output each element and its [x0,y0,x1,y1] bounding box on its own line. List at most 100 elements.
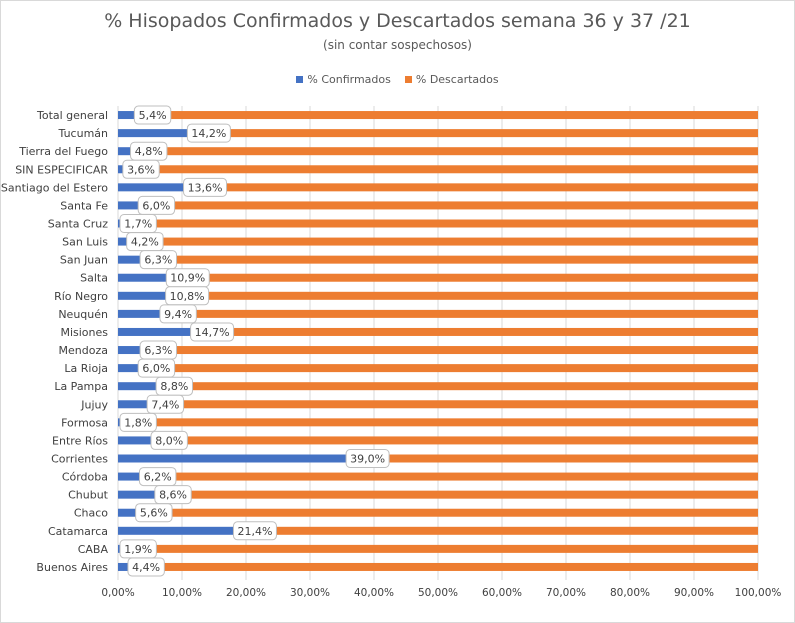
bar-descartados [187,273,758,282]
category-label: Buenos Aires [36,561,108,574]
bar-confirmados [118,201,157,210]
category-label: CABA [78,543,109,556]
category-label: La Pampa [54,380,108,393]
category-label: Córdoba [62,471,108,484]
bar-descartados [148,147,759,156]
bar-confirmados [118,309,179,318]
bar-descartados [367,454,758,463]
bar-descartados [156,201,758,210]
data-label: 3,6% [127,163,155,176]
data-label: 5,6% [140,507,168,520]
data-label: 10,9% [170,272,205,285]
bar-confirmados [118,327,213,336]
category-label: San Juan [60,254,108,267]
bar-descartados [212,327,758,336]
data-label-box [186,123,231,143]
data-label-box [232,521,277,541]
bar-descartados [157,472,758,481]
bar-descartados [144,237,758,246]
legend-label-descartados: % Descartados [415,73,499,86]
bar-descartados [158,346,758,355]
data-label: 8,6% [159,489,187,502]
bar-confirmados [118,436,170,445]
data-label-box [345,449,390,468]
data-label-box [133,105,172,125]
category-label: San Luis [62,236,108,249]
x-tick-label: 10,00% [162,587,202,599]
data-label-box [190,322,235,342]
x-tick-label: 40,00% [354,587,394,599]
bar-confirmados [118,382,175,391]
bar-descartados [130,544,758,553]
data-label: 1,8% [124,416,152,429]
x-tick-label: 80,00% [610,587,650,599]
bar-confirmados [118,129,209,138]
category-label: Santiago del Estero [1,181,108,194]
data-label-box [119,412,157,432]
bar-confirmados [118,472,158,481]
bar-descartados [174,382,758,391]
bar-confirmados [118,183,206,192]
bar-descartados [208,129,758,138]
bar-confirmados [118,346,159,355]
data-label: 6,0% [142,199,170,212]
bar-descartados [178,309,758,318]
bar-confirmados [118,364,157,373]
data-label-box [122,159,160,179]
category-label: Salta [80,272,108,285]
bar-descartados [156,364,758,373]
data-label: 9,4% [164,308,192,321]
data-label: 4,4% [132,561,160,574]
legend-item-confirmados: % Confirmados [296,73,391,86]
x-tick-label: 30,00% [290,587,330,599]
bar-descartados [141,165,759,174]
bar-descartados [129,418,758,427]
bar-confirmados [118,291,188,300]
category-label: Corrientes [51,453,108,466]
data-label-box [159,304,197,324]
data-label: 8,0% [155,434,183,447]
category-label: Río Negro [54,290,108,303]
bar-descartados [158,255,758,264]
data-label-box [137,195,176,215]
bar-confirmados [118,400,166,409]
bar-descartados [173,490,759,499]
bar-descartados [169,436,758,445]
data-label: 39,0% [350,453,385,466]
data-label: 14,7% [195,326,230,339]
legend-label-confirmados: % Confirmados [307,73,391,86]
data-label: 1,7% [124,218,152,231]
data-label: 10,8% [170,290,205,303]
bar-descartados [153,508,759,517]
data-label: 5,4% [139,109,167,122]
category-label: SIN ESPECIFICAR [15,163,108,176]
data-label-box [139,250,178,270]
legend-item-descartados: % Descartados [404,73,499,86]
data-label: 6,0% [142,362,170,375]
data-label-box [137,358,176,378]
category-label: Formosa [61,416,108,429]
bar-confirmados [118,490,174,499]
bar-descartados [146,562,758,571]
category-label: Santa Fe [60,199,108,212]
bar-descartados [187,291,758,300]
data-label: 21,4% [237,525,272,538]
x-tick-label: 90,00% [674,587,714,599]
x-tick-label: 50,00% [418,587,458,599]
category-label: Total general [36,109,108,122]
bar-confirmados [118,454,368,463]
data-label: 6,3% [144,344,172,357]
data-label: 13,6% [188,181,223,194]
x-tick-label: 60,00% [482,587,522,599]
category-label: La Rioja [64,362,108,375]
category-label: Misiones [60,326,108,339]
bar-confirmados [118,526,255,535]
bar-descartados [254,526,758,535]
category-label: Neuquén [58,308,108,321]
chart-subtitle: (sin contar sospechosos) [323,38,472,52]
data-label-box [150,430,188,450]
data-label-box [154,485,192,505]
legend-swatch-confirmados [296,76,304,83]
category-label: Santa Cruz [48,218,108,231]
